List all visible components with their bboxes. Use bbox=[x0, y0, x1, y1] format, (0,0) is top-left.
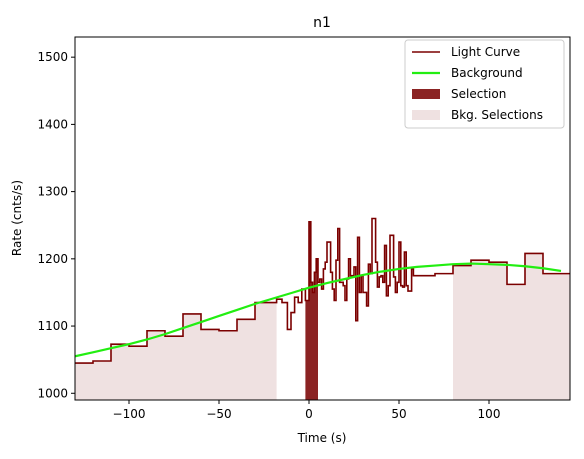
light-curve-line bbox=[75, 217, 570, 364]
y-tick-label: 1200 bbox=[37, 252, 68, 266]
x-axis-label: Time (s) bbox=[297, 431, 347, 445]
legend-swatch-patch bbox=[412, 89, 440, 99]
y-tick-label: 1400 bbox=[37, 117, 68, 131]
background-line bbox=[75, 262, 562, 358]
legend-label: Selection bbox=[451, 87, 506, 101]
bkg-selection-area bbox=[453, 253, 570, 400]
x-tick-label: −100 bbox=[113, 407, 146, 421]
y-axis-label: Rate (cnts/s) bbox=[10, 180, 24, 256]
chart-title: n1 bbox=[313, 15, 331, 31]
legend-swatch-patch bbox=[412, 110, 440, 120]
source-selection-area bbox=[305, 221, 318, 400]
axes: −100 −50 0 50 100 1000 1100 1200 1300 1400 1500 bbox=[37, 50, 500, 421]
legend-label: Bkg. Selections bbox=[451, 108, 543, 122]
legend-box bbox=[404, 39, 565, 129]
plot-frame bbox=[74, 36, 571, 401]
y-tick-label: 1500 bbox=[37, 50, 68, 64]
legend-label: Light Curve bbox=[451, 45, 520, 59]
y-tick-label: 1000 bbox=[37, 386, 68, 400]
y-tick-label: 1300 bbox=[37, 185, 68, 199]
legend: Light Curve Background Selection Bkg. Selec… bbox=[404, 39, 565, 129]
legend-label: Background bbox=[451, 66, 523, 80]
x-tick-label: 100 bbox=[478, 407, 501, 421]
bkg-selection-area bbox=[75, 302, 277, 400]
plot-area bbox=[75, 217, 570, 400]
x-tick-label: 0 bbox=[305, 407, 313, 421]
x-tick-label: 50 bbox=[391, 407, 406, 421]
y-tick-label: 1100 bbox=[37, 319, 68, 333]
x-tick-label: −50 bbox=[206, 407, 231, 421]
